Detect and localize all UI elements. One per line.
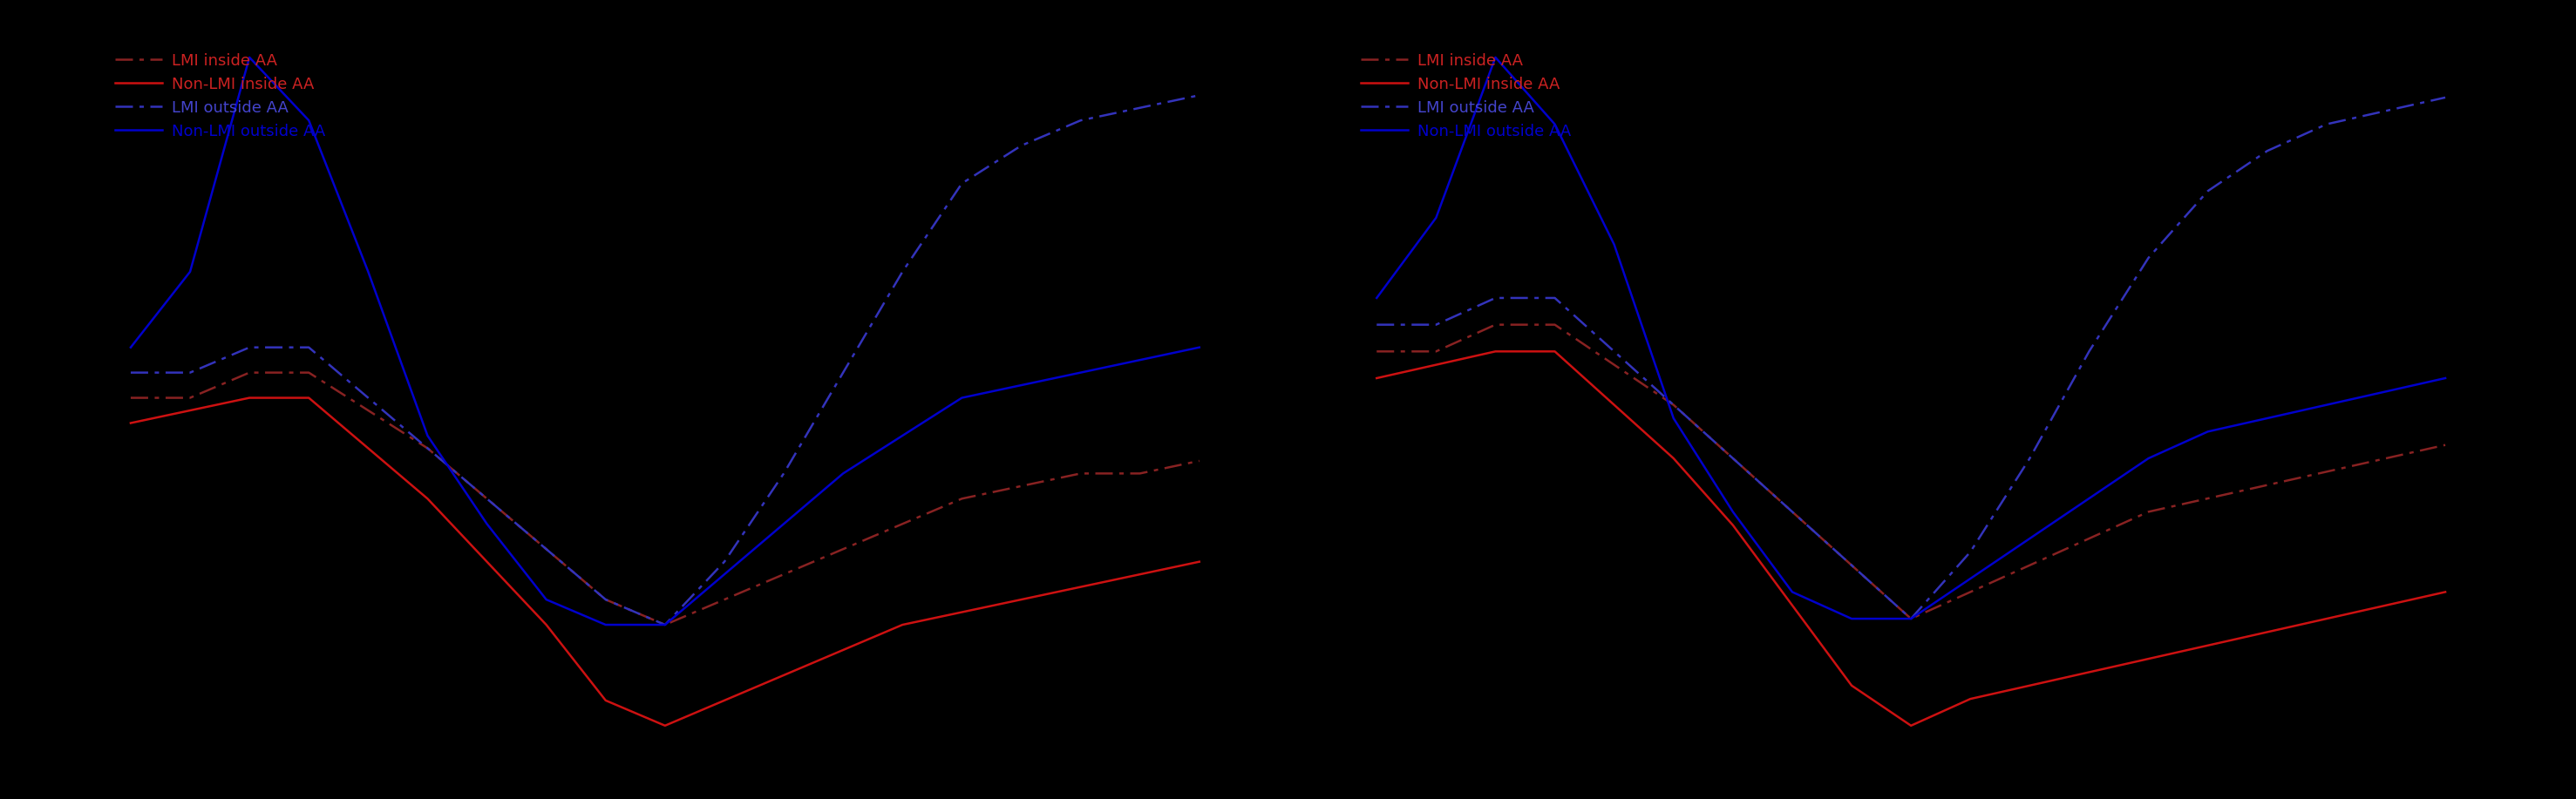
Legend: LMI inside AA, Non-LMI inside AA, LMI outside AA, Non-LMI outside AA: LMI inside AA, Non-LMI inside AA, LMI ou…	[1355, 46, 1577, 145]
Legend: LMI inside AA, Non-LMI inside AA, LMI outside AA, Non-LMI outside AA: LMI inside AA, Non-LMI inside AA, LMI ou…	[108, 46, 332, 145]
